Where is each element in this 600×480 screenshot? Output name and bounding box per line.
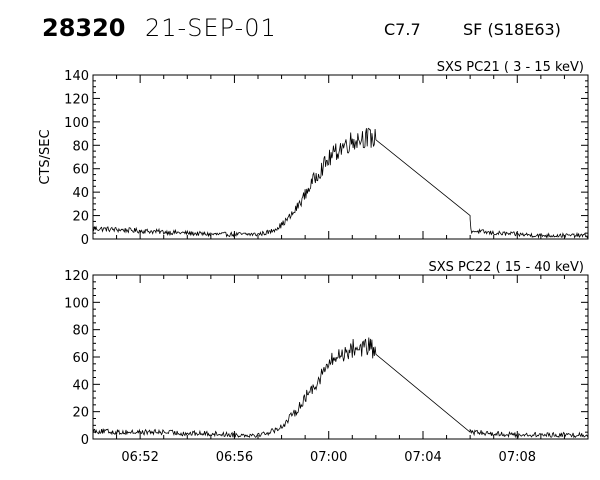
plot-frame	[92, 74, 589, 240]
y-tick-label: 100	[64, 296, 89, 311]
y-tick-label: 60	[72, 163, 89, 178]
flare-class: C7.7	[384, 20, 421, 39]
y-tick-label: 20	[72, 406, 89, 421]
series-line	[92, 127, 589, 239]
series-line	[92, 337, 589, 439]
x-tick-label: 07:08	[499, 450, 536, 465]
y-tick-label: 0	[81, 233, 89, 248]
x-tick-label: 07:04	[404, 450, 441, 465]
y-tick-label: 80	[72, 139, 89, 154]
x-tick-label: 07:00	[310, 450, 347, 465]
y-axis-label: CTS/SEC	[38, 129, 53, 184]
y-tick-label: 120	[64, 92, 89, 107]
y-tick-label: 40	[72, 186, 89, 201]
panel-title: SXS PC21 ( 3 - 15 keV)	[437, 60, 584, 75]
y-tick-label: 60	[72, 351, 89, 366]
x-tick-label: 06:56	[216, 450, 253, 465]
panel-title: SXS PC22 ( 15 - 40 keV)	[428, 260, 584, 275]
event-id: 28320	[42, 14, 126, 42]
event-date: 21-SEP-01	[145, 14, 277, 42]
x-tick-label: 06:52	[121, 450, 158, 465]
y-tick-label: 120	[64, 269, 89, 284]
y-tick-label: 100	[64, 116, 89, 131]
y-tick-label: 20	[72, 210, 89, 225]
y-tick-label: 40	[72, 378, 89, 393]
y-tick-label: 0	[81, 433, 89, 448]
flare-location: SF (S18E63)	[463, 20, 561, 39]
y-tick-label: 140	[64, 69, 89, 84]
y-tick-label: 80	[72, 324, 89, 339]
